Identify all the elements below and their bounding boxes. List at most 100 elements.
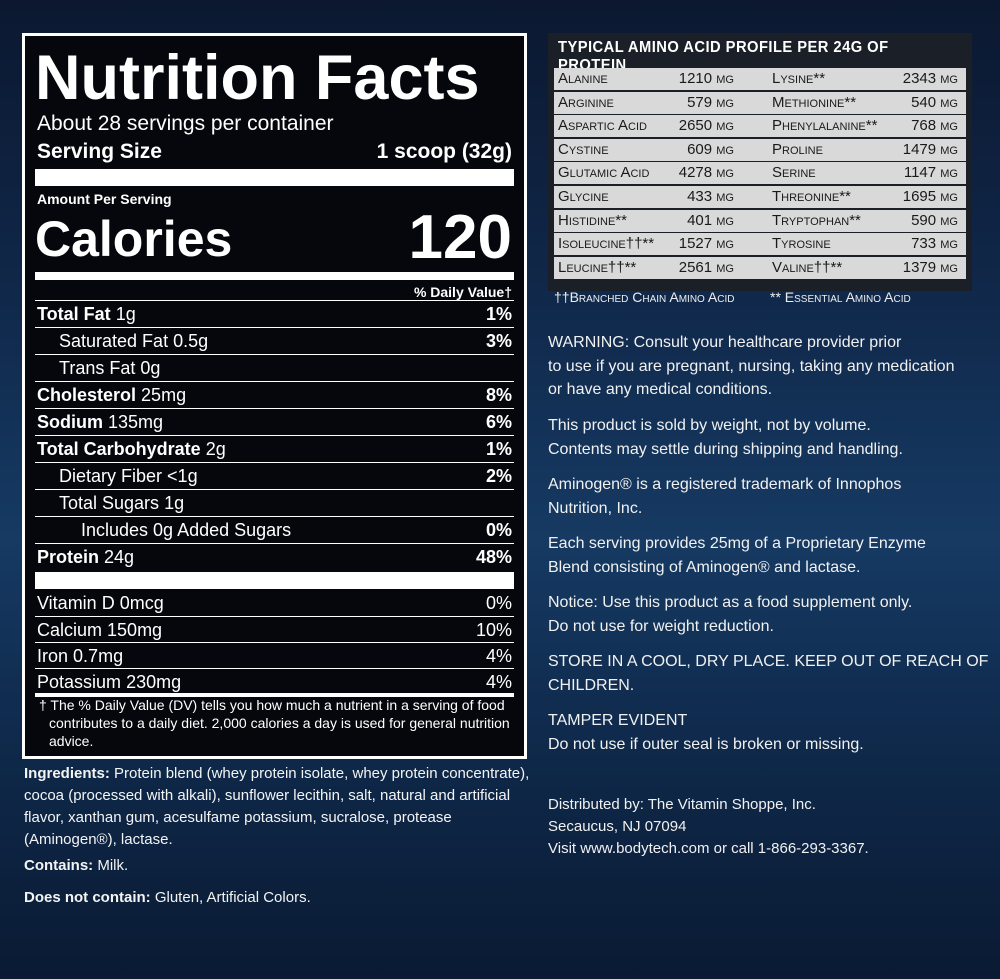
amino-amount: 2561 mg <box>678 258 734 276</box>
amino-amount: 579 mg <box>687 93 734 111</box>
calories-value: 120 <box>408 203 512 272</box>
footnote: † The % Daily Value (DV) tells you how m… <box>39 697 510 749</box>
amino-amount: 540 mg <box>911 93 958 111</box>
ingredients: Ingredients: Protein blend (whey protein… <box>24 763 536 851</box>
nutrient-row: Includes 0g Added Sugars 0% <box>35 516 514 543</box>
amino-name: Serine <box>772 164 816 182</box>
nutrient-amount: 2g <box>205 439 226 459</box>
nutrient-name: Includes 0g Added Sugars <box>81 520 292 540</box>
contains: Contains: Milk. <box>24 855 536 877</box>
does-not-contain: Does not contain: Gluten, Artificial Col… <box>24 887 536 909</box>
notice-line: Nutrition, Inc. <box>548 499 643 517</box>
amino-amount: 1379 mg <box>902 258 958 276</box>
amino-footnote: ** Essential Amino Acid <box>770 289 911 305</box>
nutrient-dv: 48% <box>475 547 512 567</box>
nutrient-row: Saturated Fat 0.5g 3% <box>35 327 514 354</box>
amino-amount: 733 mg <box>911 235 958 253</box>
vitamin-dv: 10% <box>475 620 512 640</box>
notice-line: to use if you are pregnant, nursing, tak… <box>548 357 955 375</box>
nutrient-name: Dietary Fiber <box>59 466 163 486</box>
nutrient-amount: 24g <box>104 547 135 567</box>
amino-name: Lysine** <box>772 70 826 87</box>
vitamin-dv: 4% <box>485 672 512 692</box>
nutrient-row: Sodium 135mg 6% <box>35 408 514 435</box>
amino-amount: 401 mg <box>687 211 734 229</box>
vitamin-row: Iron 0.7mg 4% <box>35 642 514 669</box>
vitamin-dv: 4% <box>485 646 512 666</box>
notice-line: Blend consisting of Aminogen® and lactas… <box>548 558 861 576</box>
amino-row: Glutamic Acid 4278 mg Serine 1147 mg <box>554 162 966 185</box>
nutrient-name: Total Carbohydrate <box>37 439 201 459</box>
amino-name: Arginine <box>558 93 614 111</box>
vitamin-name: Vitamin D <box>37 593 115 613</box>
nutrient-name: Trans Fat <box>59 358 136 378</box>
nutrient-dv: 8% <box>485 385 512 405</box>
amino-name: Glycine <box>558 188 609 205</box>
vitamin-amount: 230mg <box>126 672 182 692</box>
amino-amount: 1479 mg <box>902 140 958 158</box>
notice-line: STORE IN A COOL, DRY PLACE. KEEP OUT OF … <box>548 653 989 670</box>
nutrient-row: Total Sugars 1g <box>35 489 514 516</box>
amino-amount: 609 mg <box>687 140 734 158</box>
amino-name: Glutamic Acid <box>558 164 650 182</box>
notice-line: WARNING: Consult your healthcare provide… <box>548 334 902 351</box>
text: Milk. <box>97 857 129 874</box>
amino-name: Valine††** <box>772 258 843 276</box>
vitamin-name: Calcium <box>37 620 103 640</box>
nutrient-amount: <1g <box>167 466 198 486</box>
nutrient-dv: 6% <box>485 412 512 432</box>
amino-amount: 1695 mg <box>902 188 958 205</box>
servings: About 28 servings per container <box>37 112 334 135</box>
nutrient-row: Cholesterol 25mg 8% <box>35 381 514 408</box>
calories-label: Calories <box>35 211 233 267</box>
vitamin-dv: 0% <box>485 593 512 613</box>
nutrient-row: Total Carbohydrate 2g 1% <box>35 435 514 462</box>
serving-size-label: Serving Size <box>37 140 162 163</box>
notice-line: Each serving provides 25mg of a Propriet… <box>548 535 926 552</box>
vitamin-name: Iron <box>37 646 69 666</box>
notice-line: Secaucus, NJ 07094 <box>548 818 687 835</box>
amino-name: Tyrosine <box>772 235 831 253</box>
amino-footnote: ††Branched Chain Amino Acid <box>554 289 735 305</box>
vitamin-name: Potassium <box>37 672 122 692</box>
nutrient-name: Saturated Fat <box>59 331 169 351</box>
nutrient-amount: 1g <box>115 304 136 324</box>
divider <box>35 272 514 280</box>
dv-header: % Daily Value† <box>413 284 512 300</box>
amino-name: Threonine** <box>772 188 851 205</box>
nutrient-row: Trans Fat 0g <box>35 354 514 381</box>
amino-amount: 1210 mg <box>678 70 734 87</box>
label: Ingredients: <box>24 765 110 782</box>
amino-name: Cystine <box>558 140 609 158</box>
divider <box>35 572 514 589</box>
amino-name: Histidine** <box>558 211 627 229</box>
nutrient-name: Total Fat <box>37 304 111 324</box>
amino-amount: 2650 mg <box>678 117 734 135</box>
nutrient-amount: 0.5g <box>173 331 209 351</box>
amino-row: Alanine 1210 mg Lysine** 2343 mg <box>554 68 966 90</box>
nutrition-facts-panel: Nutrition Facts About 28 servings per co… <box>22 33 527 759</box>
notice-line: or have any medical conditions. <box>548 381 773 398</box>
notice-line: Contents may settle during shipping and … <box>548 440 903 458</box>
amino-name: Methionine** <box>772 93 857 111</box>
amino-amount: 1527 mg <box>678 235 734 253</box>
nutrient-name: Total Sugars <box>59 493 160 513</box>
notice-line: CHILDREN. <box>548 676 635 694</box>
nutrient-amount: 0g <box>140 358 161 378</box>
vitamin-row: Potassium 230mg 4% <box>35 668 514 695</box>
amino-amount: 2343 mg <box>902 70 958 87</box>
notice-line: Do not use for weight reduction. <box>548 617 774 635</box>
vitamin-row: Calcium 150mg 10% <box>35 616 514 643</box>
notice-line: This product is sold by weight, not by v… <box>548 417 871 434</box>
nutrient-name: Sodium <box>37 412 103 432</box>
amino-name: Proline <box>772 140 823 158</box>
amino-name: Leucine††** <box>558 258 637 276</box>
vitamin-row: Vitamin D 0mcg 0% <box>35 590 514 616</box>
vitamin-amount: 0mcg <box>119 593 164 613</box>
amino-amount: 4278 mg <box>678 164 734 182</box>
nutrient-row: Protein 24g 48% <box>35 543 514 570</box>
amino-table: TYPICAL AMINO ACID PROFILE PER 24G OF PR… <box>548 33 972 305</box>
amino-row: Arginine 579 mg Methionine** 540 mg <box>554 91 966 114</box>
